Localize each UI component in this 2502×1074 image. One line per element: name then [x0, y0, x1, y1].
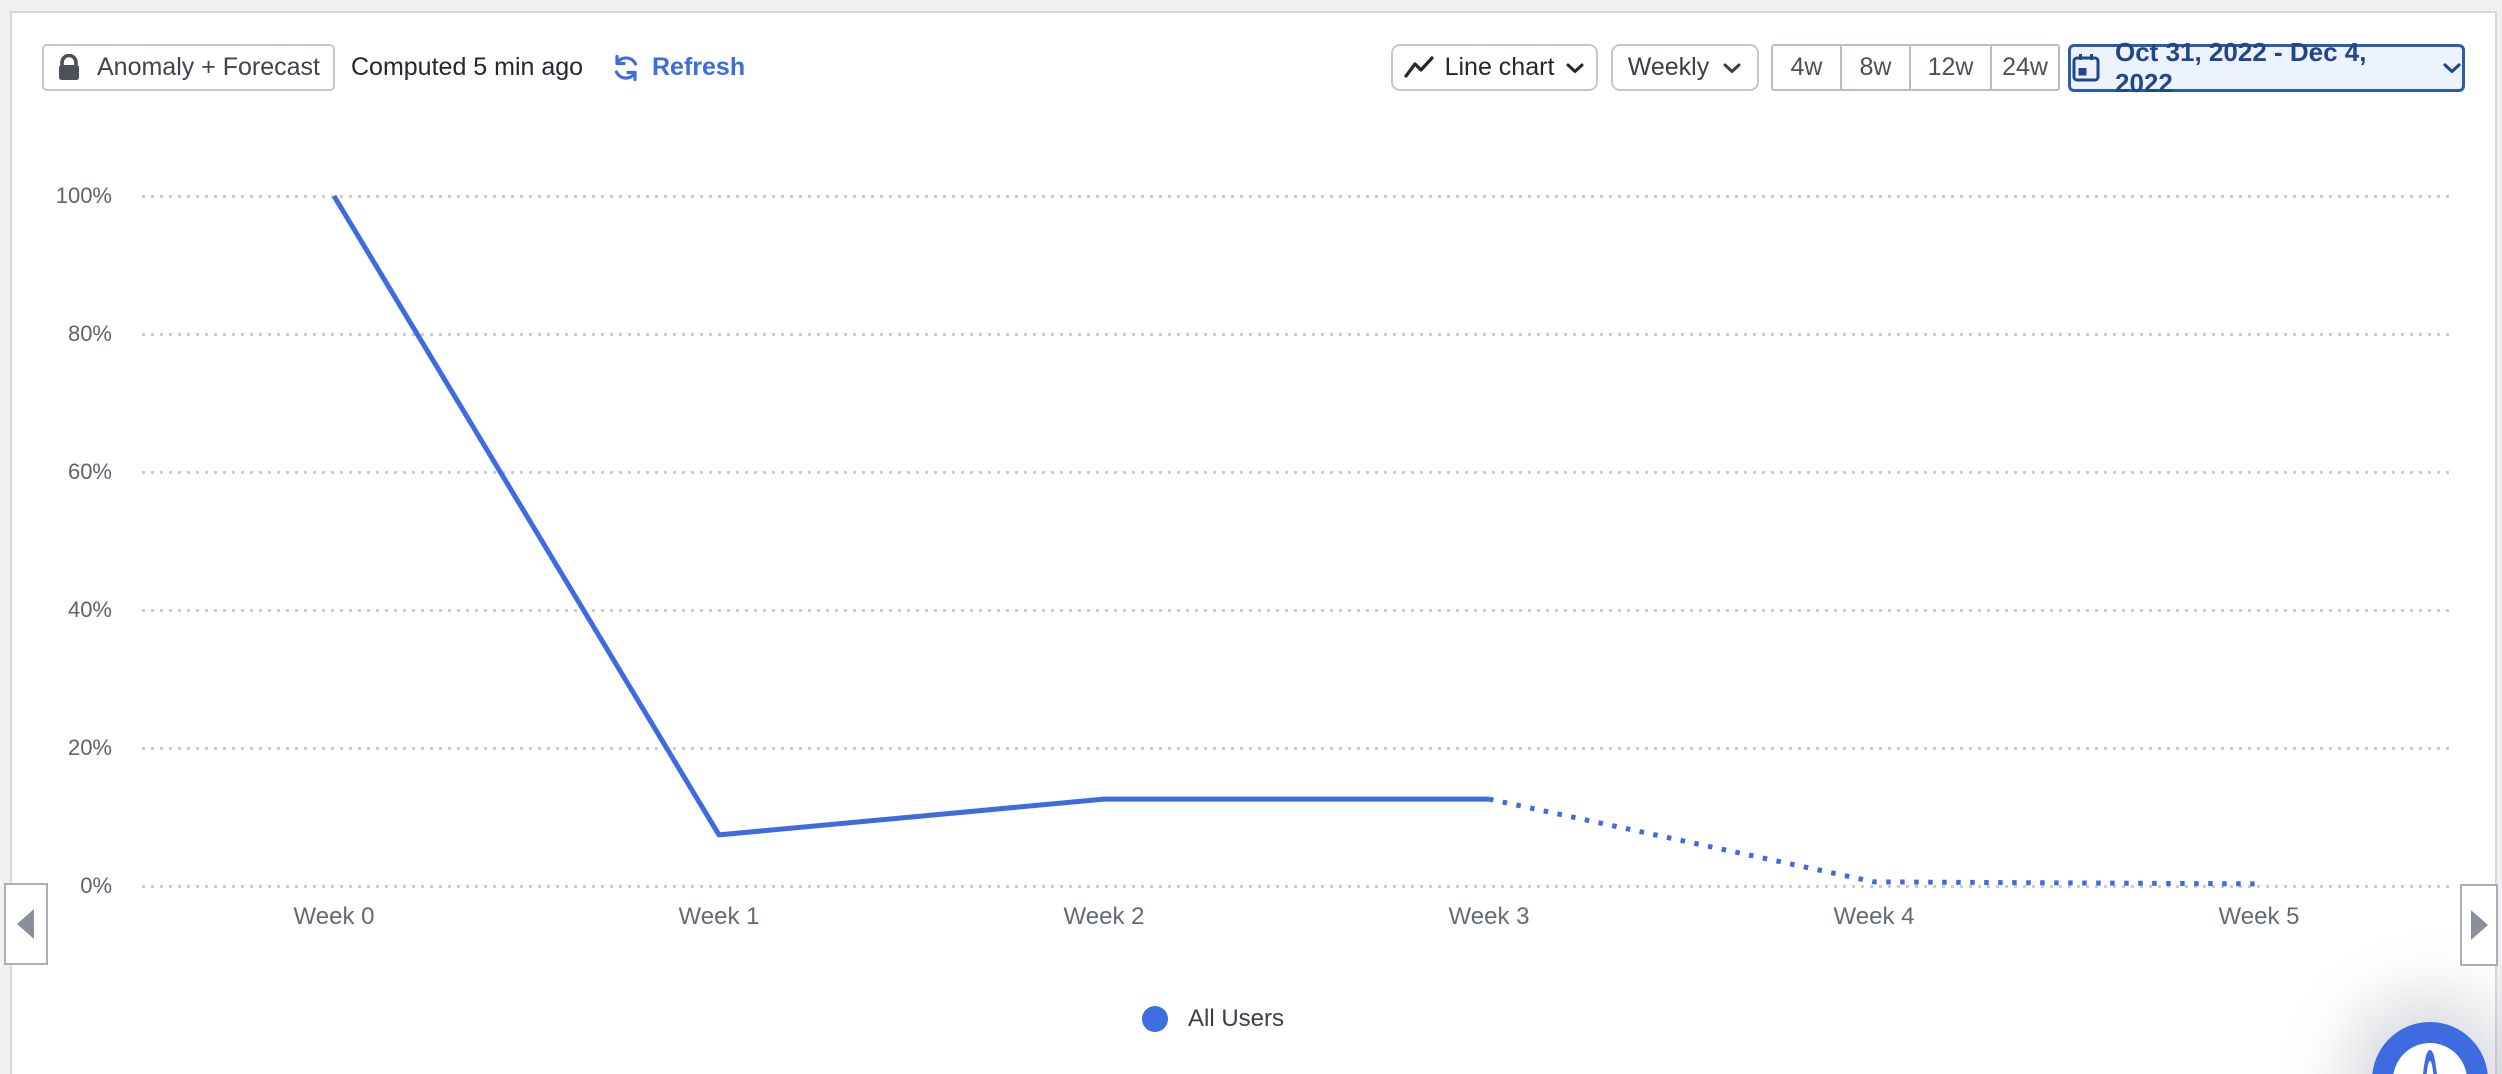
granularity-value: Weekly	[1627, 53, 1710, 81]
y-axis-tick-label: 60%	[67, 459, 112, 484]
legend-item-all-users[interactable]: All Users	[1142, 1003, 1284, 1035]
x-axis-tick-label: Week 3	[1448, 903, 1530, 930]
date-range-value: Oct 31, 2022 - Dec 4, 2022	[2115, 37, 2367, 98]
x-axis-tick-label: Week 2	[1063, 903, 1145, 930]
gridline	[142, 609, 2450, 612]
date-range-button[interactable]: Oct 31, 2022 - Dec 4, 2022	[2068, 37, 2465, 98]
y-axis-tick-label: 80%	[67, 321, 112, 346]
gridline	[142, 885, 2450, 888]
amplitude-logo-icon	[2372, 1022, 2488, 1074]
range-button-group: 4w 8w 12w 24w	[1771, 44, 2060, 91]
gridline	[142, 471, 2450, 474]
series-color-dot-icon	[1142, 1006, 1168, 1032]
y-axis-tick-label: 0%	[80, 873, 112, 898]
line-chart-icon	[1403, 55, 1434, 80]
refresh-icon	[612, 54, 640, 82]
lock-icon	[57, 53, 81, 82]
gridline	[142, 333, 2450, 336]
x-axis-tick-label: Week 1	[678, 903, 760, 930]
series-line-solid	[331, 194, 1489, 838]
x-axis-tick-label: Week 0	[293, 903, 375, 930]
chevron-down-icon	[1722, 62, 1742, 74]
x-axis-tick-label: Week 4	[1833, 903, 1915, 930]
range-button-12w[interactable]: 12w	[1909, 46, 1990, 89]
anomaly-forecast-label: Anomaly + Forecast	[96, 53, 320, 81]
left-arrow-icon	[15, 907, 37, 941]
anomaly-forecast-button[interactable]: Anomaly + Forecast	[42, 44, 335, 91]
legend-label: All Users	[1188, 1005, 1285, 1032]
gridline	[142, 195, 2450, 198]
right-arrow-icon	[2468, 908, 2490, 942]
range-button-24w[interactable]: 24w	[1990, 46, 2058, 89]
y-axis-tick-label: 20%	[67, 735, 112, 760]
y-axis-tick-label: 40%	[67, 597, 112, 622]
chart-type-select[interactable]: Line chart	[1391, 44, 1598, 91]
range-button-4w[interactable]: 4w	[1790, 53, 1823, 81]
series-line-dotted	[1488, 796, 2260, 887]
amplitude-fab-button[interactable]	[2372, 1022, 2488, 1074]
gridline	[142, 747, 2450, 750]
chart-card	[10, 11, 2497, 1074]
y-axis-tick-label: 100%	[55, 183, 112, 208]
x-axis-tick-label: Week 5	[2218, 903, 2300, 930]
prev-page-button[interactable]	[4, 883, 48, 965]
refresh-button[interactable]: Refresh	[612, 44, 745, 91]
granularity-select[interactable]: Weekly	[1611, 44, 1759, 91]
chevron-down-icon	[1565, 62, 1585, 74]
computed-status-text: Computed 5 min ago	[351, 53, 584, 81]
refresh-label: Refresh	[652, 53, 746, 81]
calendar-icon	[2071, 53, 2101, 83]
next-page-button[interactable]	[2460, 884, 2498, 966]
chevron-down-icon	[2442, 62, 2462, 74]
range-button-8w[interactable]: 8w	[1840, 46, 1909, 89]
chart-type-value: Line chart	[1444, 53, 1555, 81]
